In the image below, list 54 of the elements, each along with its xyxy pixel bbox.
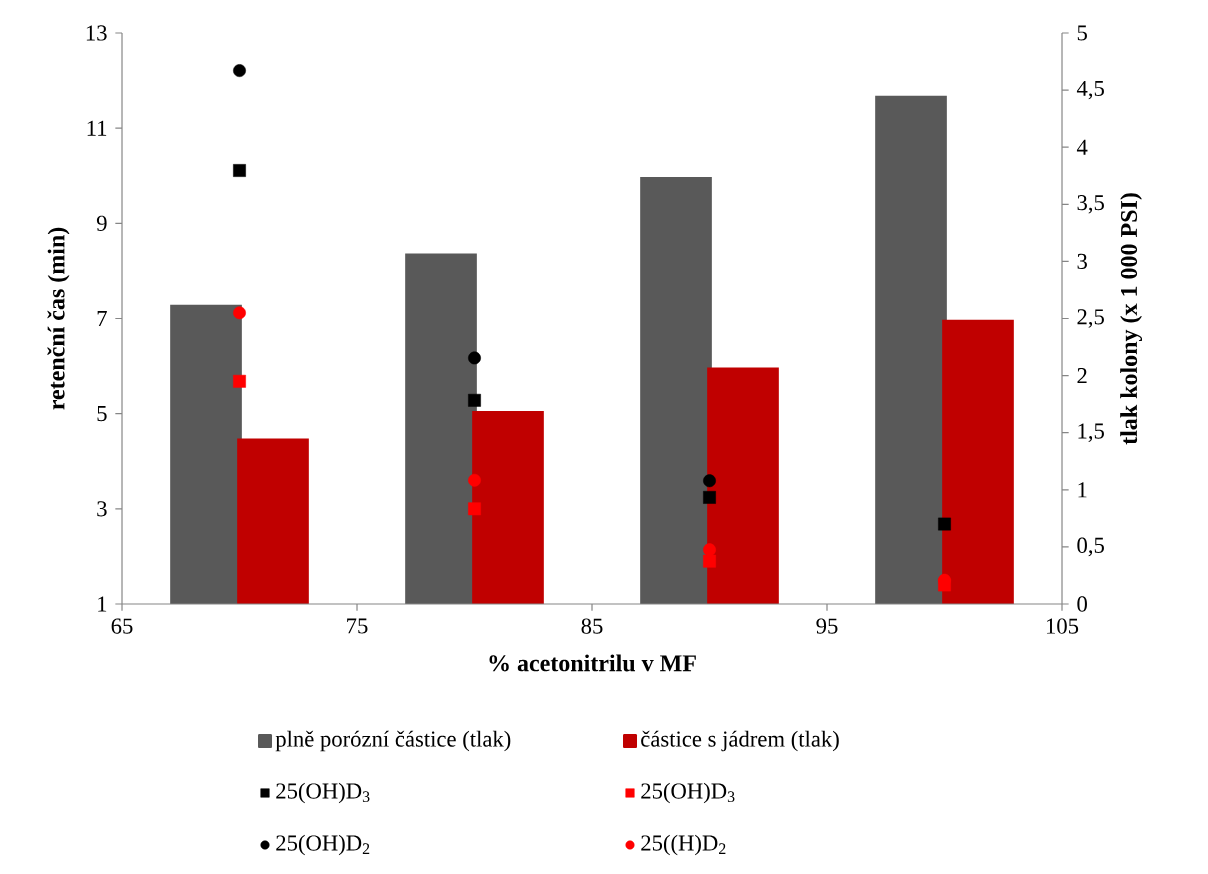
bar [405,253,477,604]
point [468,473,481,487]
bar [170,304,242,604]
bar [237,438,309,604]
point [233,64,246,77]
x-tick-label: 75 [347,618,368,634]
bar [640,176,712,604]
x-tick-label: 105 [1046,618,1079,634]
y2-tick-label: 0 [1077,596,1087,612]
point [938,517,951,531]
y2-tick-label: 2 [1077,368,1087,384]
x-tick-label: 95 [816,618,838,634]
bar [875,95,947,604]
y2-axis-title: tlak kolony (x 1 000 PSI) [1120,193,1143,445]
y2-tick-label: 3 [1077,253,1087,270]
point [703,490,716,504]
point [703,543,716,557]
legend-label: 25(OH)D$_{3}$ [641,782,735,804]
y-tick-label: 11 [87,120,107,136]
bar [472,410,544,604]
legend-label: 25((H)D$_{2}$ [641,834,726,856]
y-tick-label: 3 [97,501,107,517]
x-tick-label: 85 [581,618,603,634]
point [703,554,716,568]
legend-label: 25(OH)D$_{3}$ [276,782,370,804]
legend-label: plně porózní částice (tlak) [275,730,511,752]
point [233,164,246,177]
point [468,502,481,516]
y2-tick-label: 4 [1076,139,1088,155]
y-tick-label: 7 [97,311,107,326]
y-tick-label: 1 [98,596,107,612]
point [233,374,246,388]
bar [942,319,1014,604]
y-tick-label: 5 [97,406,107,422]
legend-label: 25(OH)D$_{2}$ [276,834,370,856]
y-tick-label: 9 [96,215,107,231]
y-axis-title: retenční čas (min) [47,227,70,410]
point [938,578,951,592]
legend-label: částice s jádrem (tlak) [641,730,839,752]
y2-tick-label: 1,5 [1078,423,1104,442]
bar [707,367,779,604]
point [703,474,716,488]
y2-tick-label: 5 [1077,25,1087,41]
y-tick-label: 13 [86,25,107,41]
point [233,306,246,320]
y2-tick-label: 4,5 [1076,80,1104,100]
y2-tick-label: 3,5 [1077,195,1104,214]
y2-tick-label: 0,5 [1077,537,1104,557]
point [468,393,481,407]
point [468,351,481,365]
x-tick-label: 65 [111,618,133,634]
y2-tick-label: 1 [1078,482,1087,498]
x-axis-title: % acetonitrilu v MF [489,654,696,672]
y2-tick-label: 2,5 [1077,309,1104,328]
